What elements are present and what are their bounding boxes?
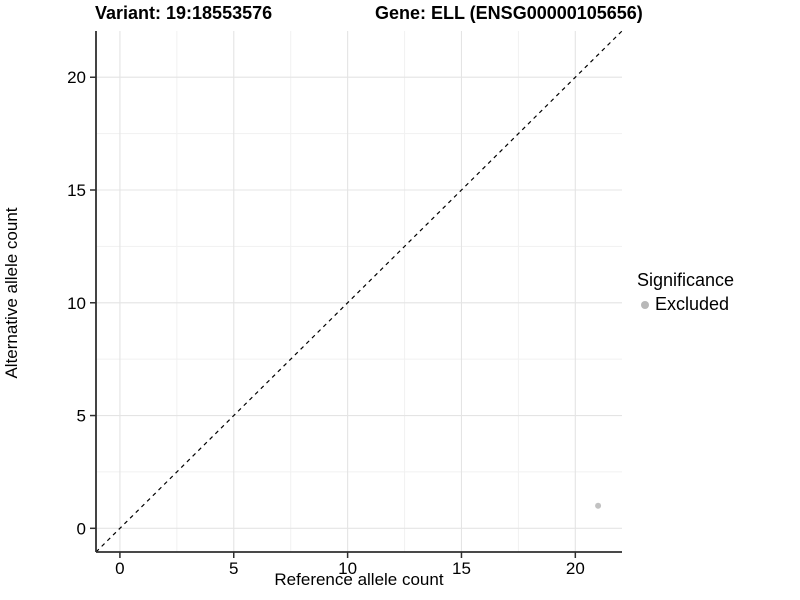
x-axis-title: Reference allele count (274, 570, 444, 589)
variant-title: Variant: 19:18553576 (95, 3, 273, 23)
legend-title: Significance (637, 270, 735, 290)
legend: Significance Excluded (637, 270, 734, 315)
x-tick-label: 10 (338, 559, 357, 578)
x-tick-label: 0 (115, 559, 124, 578)
gene-title: Gene: ELL (ENSG00000105656) (375, 3, 643, 23)
x-tick-label: 20 (566, 559, 585, 578)
y-tick-label: 15 (67, 181, 86, 200)
y-tick-label: 10 (67, 294, 86, 313)
legend-item-label: Excluded (655, 294, 730, 314)
identity-dashed-line (95, 30, 623, 553)
y-tick-label: 0 (77, 519, 86, 538)
y-tick-label: 20 (67, 68, 86, 87)
x-tick-label: 15 (452, 559, 471, 578)
x-tick-label: 5 (229, 559, 238, 578)
y-tick-label: 5 (77, 407, 86, 426)
legend-item-excluded: Excluded (637, 294, 734, 315)
y-axis-title: Alternative allele count (2, 207, 21, 379)
excluded-point-icon (641, 300, 649, 309)
data-point (595, 502, 602, 509)
